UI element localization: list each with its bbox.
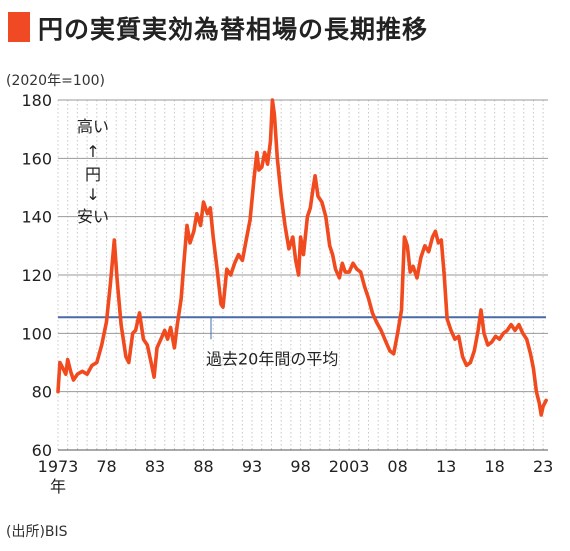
grid bbox=[57, 99, 548, 451]
x-tick-label: 98 bbox=[290, 457, 310, 476]
title-accent-mark bbox=[8, 12, 30, 42]
annotations: 高い ↑ 円↓ 安い bbox=[77, 117, 109, 226]
strength-annotation-0: 高い bbox=[77, 117, 109, 136]
average-label: 過去20年間の平均 bbox=[206, 349, 338, 368]
x-tick-label: 78 bbox=[96, 457, 116, 476]
y-tick-label: 160 bbox=[21, 149, 52, 168]
series-group bbox=[56, 98, 548, 417]
x-tick-label: 13 bbox=[436, 457, 456, 476]
y-tick-label: 60 bbox=[32, 441, 52, 460]
chart-title: 円の実質実効為替相場の長期推移 bbox=[38, 15, 429, 44]
y-tick-label: 120 bbox=[21, 266, 52, 285]
x-tick-label: 08 bbox=[387, 457, 407, 476]
y-tick-label: 140 bbox=[21, 208, 52, 227]
y-tick-label: 100 bbox=[21, 324, 52, 343]
x-tick-label: 23 bbox=[533, 457, 553, 476]
x-tick-label: 93 bbox=[242, 457, 262, 476]
strength-annotation-1: ↑ bbox=[86, 142, 99, 161]
x-tick-label: 2003 bbox=[329, 457, 370, 476]
source-label: (出所)BIS bbox=[6, 524, 68, 540]
x-tick-label: 83 bbox=[145, 457, 165, 476]
y-tick-label: 80 bbox=[32, 383, 52, 402]
axes: 60 80 100 120 140 160 180 1973 78 83 88 93 98 2003 08 1… bbox=[21, 91, 553, 496]
strength-annotation-2: 円 bbox=[85, 165, 101, 184]
x-year-suffix: 年 bbox=[50, 477, 66, 496]
unit-label: (2020年=100) bbox=[6, 73, 106, 89]
strength-annotation-4: 安い bbox=[77, 207, 109, 226]
strength-annotation-3: ↓ bbox=[86, 185, 99, 204]
x-tick-label: 18 bbox=[484, 457, 504, 476]
y-tick-label: 180 bbox=[21, 91, 52, 110]
x-tick-label: 88 bbox=[193, 457, 213, 476]
x-tick-label: 1973 bbox=[38, 457, 79, 476]
series-line bbox=[56, 98, 548, 417]
